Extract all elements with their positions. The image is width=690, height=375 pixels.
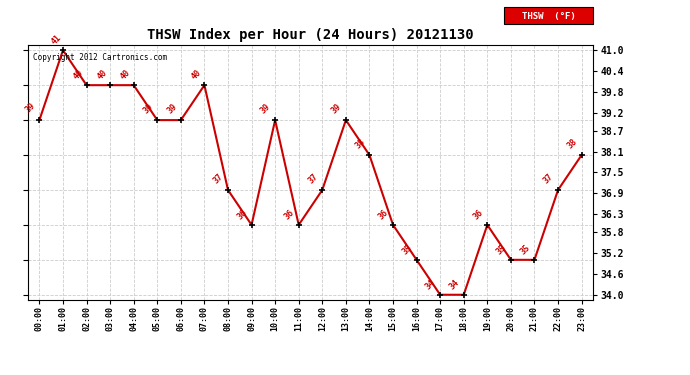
Text: 36: 36 (283, 208, 296, 221)
Text: 39: 39 (166, 102, 179, 116)
Text: 37: 37 (542, 172, 555, 186)
Text: 37: 37 (212, 172, 225, 186)
Text: Copyright 2012 Cartronics.com: Copyright 2012 Cartronics.com (33, 53, 168, 62)
Text: 36: 36 (235, 208, 249, 221)
Text: 40: 40 (190, 68, 203, 81)
Text: 36: 36 (377, 208, 391, 221)
Text: 35: 35 (495, 243, 508, 256)
Text: 40: 40 (95, 68, 108, 81)
Text: 40: 40 (119, 68, 132, 81)
Text: 38: 38 (353, 137, 366, 151)
Text: 35: 35 (400, 243, 414, 256)
Text: 41: 41 (49, 33, 63, 46)
Text: 36: 36 (471, 208, 484, 221)
Text: 40: 40 (72, 68, 85, 81)
Text: 34: 34 (424, 278, 437, 291)
Text: 34: 34 (448, 278, 461, 291)
Title: THSW Index per Hour (24 Hours) 20121130: THSW Index per Hour (24 Hours) 20121130 (147, 28, 474, 42)
Text: 39: 39 (141, 102, 155, 116)
Text: 39: 39 (23, 101, 37, 115)
Text: 35: 35 (518, 243, 532, 256)
Text: 39: 39 (259, 102, 273, 116)
Text: 39: 39 (330, 102, 343, 116)
Text: 37: 37 (306, 172, 319, 186)
Text: THSW  (°F): THSW (°F) (522, 12, 575, 21)
Text: 38: 38 (566, 137, 579, 151)
